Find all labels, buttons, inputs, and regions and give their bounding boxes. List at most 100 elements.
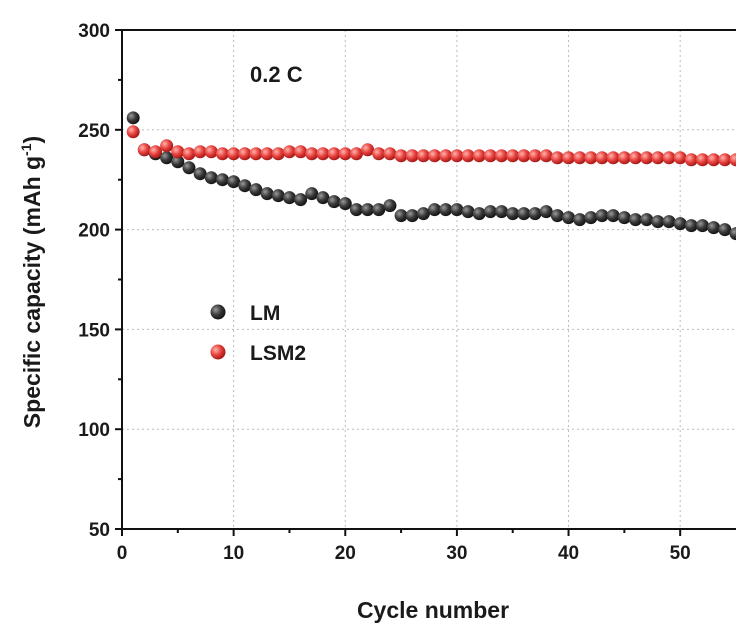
point-lsm2 xyxy=(204,145,218,159)
y-tick-label: 100 xyxy=(78,420,110,441)
point-lsm2 xyxy=(394,149,408,163)
y-axis-title-superscript: -1 xyxy=(18,143,34,156)
point-lm xyxy=(171,155,185,169)
point-lm xyxy=(673,217,687,231)
point-lsm2 xyxy=(249,147,263,161)
point-lsm2 xyxy=(383,147,397,161)
point-lsm2 xyxy=(696,153,710,167)
point-lsm2 xyxy=(495,149,509,163)
point-lm xyxy=(204,171,218,185)
point-lsm2 xyxy=(294,145,308,159)
point-lm xyxy=(428,203,442,217)
x-tick-label: 50 xyxy=(670,543,691,564)
point-lsm2 xyxy=(215,147,229,161)
point-lsm2 xyxy=(327,147,341,161)
point-lsm2 xyxy=(126,125,140,139)
y-tick-label: 150 xyxy=(78,320,110,341)
point-lm xyxy=(707,221,721,235)
point-lsm2 xyxy=(718,153,732,167)
point-lm xyxy=(372,203,386,217)
point-lm xyxy=(729,227,736,241)
point-lsm2 xyxy=(171,145,185,159)
point-lm xyxy=(271,189,285,203)
point-lsm2 xyxy=(640,151,654,165)
point-lsm2 xyxy=(517,149,531,163)
y-tick-label: 250 xyxy=(78,121,110,142)
legend-marker-lm xyxy=(210,304,226,320)
point-lsm2 xyxy=(193,145,207,159)
point-lm xyxy=(249,183,263,197)
y-axis-title-close: ) xyxy=(19,136,45,144)
tick-labels: 50 100 150 200 250 300 0 10 20 30 40 50 xyxy=(78,21,690,564)
point-lm xyxy=(662,215,676,229)
point-lm xyxy=(416,207,430,221)
x-tick-label: 30 xyxy=(446,543,467,564)
point-lsm2 xyxy=(606,151,620,165)
point-lm xyxy=(651,215,665,229)
point-lm xyxy=(483,205,497,219)
point-lsm2 xyxy=(227,147,241,161)
point-lsm2 xyxy=(271,147,285,161)
point-lsm2 xyxy=(428,149,442,163)
x-tick-label: 40 xyxy=(558,543,579,564)
x-tick-label: 0 xyxy=(117,543,128,564)
point-lm xyxy=(260,187,274,201)
point-lm xyxy=(640,213,654,227)
point-lsm2 xyxy=(416,149,430,163)
point-lsm2 xyxy=(182,147,196,161)
point-lsm2 xyxy=(573,151,587,165)
point-lm xyxy=(294,193,308,207)
point-lsm2 xyxy=(282,145,296,159)
point-lm xyxy=(517,207,531,221)
point-lsm2 xyxy=(550,151,564,165)
x-tick-label: 20 xyxy=(335,543,356,564)
point-lm xyxy=(338,197,352,211)
point-lm xyxy=(584,211,598,225)
legend-marker-lsm2 xyxy=(210,344,226,360)
point-lsm2 xyxy=(450,149,464,163)
point-lsm2 xyxy=(506,149,520,163)
point-lm xyxy=(595,209,609,223)
annotation-rate: 0.2 C xyxy=(250,62,303,87)
y-tick-label: 200 xyxy=(78,221,110,242)
point-lsm2 xyxy=(662,151,676,165)
point-lsm2 xyxy=(461,149,475,163)
grid-lines xyxy=(122,29,736,529)
point-lm xyxy=(495,205,509,219)
point-lsm2 xyxy=(707,153,721,167)
point-lsm2 xyxy=(595,151,609,165)
point-lm xyxy=(539,205,553,219)
point-lm xyxy=(528,207,542,221)
point-lsm2 xyxy=(584,151,598,165)
point-lsm2 xyxy=(160,139,174,153)
point-lsm2 xyxy=(405,149,419,163)
point-lm xyxy=(182,161,196,175)
point-lm xyxy=(718,223,732,237)
point-lsm2 xyxy=(673,151,687,165)
point-lm xyxy=(215,173,229,187)
point-lsm2 xyxy=(372,147,386,161)
point-lsm2 xyxy=(361,143,375,157)
point-lm xyxy=(316,191,330,205)
point-lsm2 xyxy=(617,151,631,165)
point-lsm2 xyxy=(684,153,698,167)
legend-label-lm: LM xyxy=(250,302,280,325)
axes xyxy=(121,29,736,530)
point-lm xyxy=(573,213,587,227)
y-axis-title-main: Specific capacity (mAh g xyxy=(19,156,45,428)
point-lm xyxy=(349,203,363,217)
point-lm xyxy=(617,211,631,225)
tick-marks xyxy=(115,29,682,536)
point-lm xyxy=(506,207,520,221)
point-lm xyxy=(361,203,375,217)
point-lsm2 xyxy=(528,149,542,163)
point-lm xyxy=(282,191,296,205)
point-lm xyxy=(160,151,174,165)
y-tick-label: 300 xyxy=(78,21,110,42)
legend: LM LSM2 xyxy=(210,302,306,365)
point-lsm2 xyxy=(316,147,330,161)
point-lsm2 xyxy=(260,147,274,161)
point-lm xyxy=(305,187,319,201)
point-lm xyxy=(550,209,564,223)
